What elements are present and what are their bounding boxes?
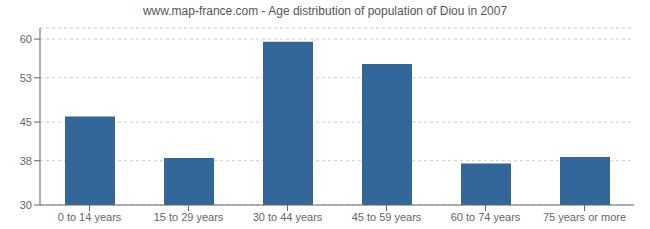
svg-text:60: 60 <box>20 33 32 45</box>
svg-text:15 to 29 years: 15 to 29 years <box>154 211 224 223</box>
svg-text:45 to 59 years: 45 to 59 years <box>352 211 422 223</box>
svg-text:53: 53 <box>20 72 32 84</box>
svg-text:30: 30 <box>20 199 32 211</box>
svg-text:30 to 44 years: 30 to 44 years <box>253 211 323 223</box>
svg-text:45: 45 <box>20 116 32 128</box>
svg-text:60 to 74 years: 60 to 74 years <box>451 211 521 223</box>
svg-text:0 to 14 years: 0 to 14 years <box>58 211 122 223</box>
svg-text:75 years or more: 75 years or more <box>543 211 626 223</box>
html-text:www.map-france.com - Age distr: www.map-france.com - Age distribution of… <box>142 4 508 18</box>
svg-text:38: 38 <box>20 155 32 167</box>
